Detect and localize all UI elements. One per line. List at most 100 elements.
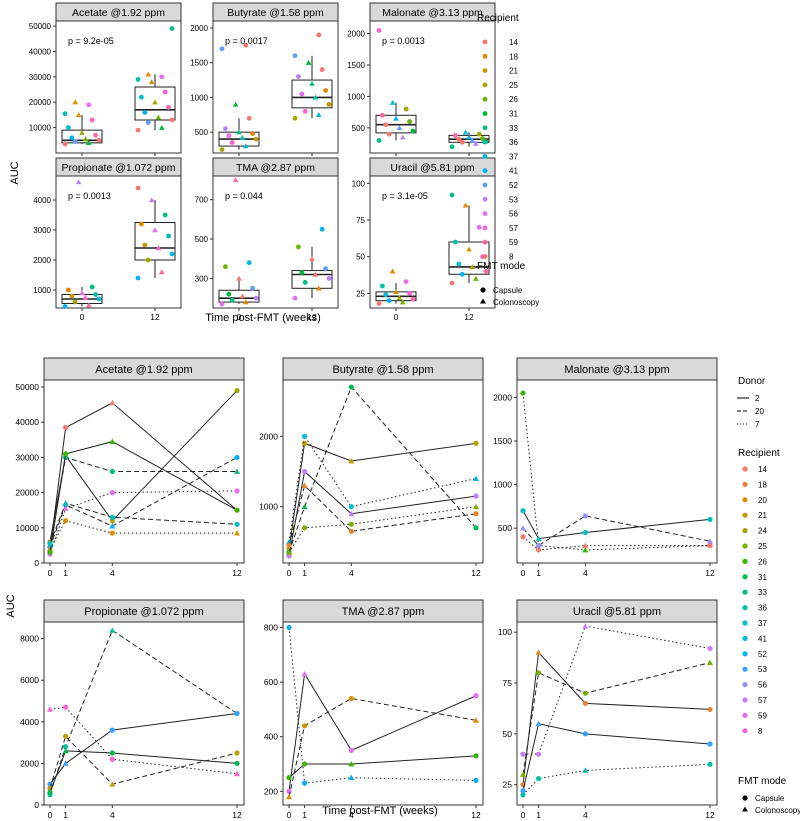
legend-label: 18 [509,52,518,61]
data-point [582,546,589,553]
data-point [348,384,354,390]
legend-swatch [742,712,748,719]
x-tick-label: 0 [287,810,292,820]
data-point [86,102,92,108]
p-value-annotation: p = 0.0013 [382,36,425,46]
legend-swatch [742,620,748,626]
y-tick-label: 50000 [29,22,52,31]
data-point [89,117,95,123]
data-point [286,788,292,794]
legend-label: 14 [758,465,767,474]
x-tick-label: 4 [583,568,588,578]
plot-frame [282,379,484,564]
x-tick-label: 0 [80,312,85,322]
data-point [62,141,68,147]
data-point [148,197,155,203]
line-panel: Butyrate @1.58 ppm 1000 2000 0 1 4 12 [259,357,484,578]
legend-label: 8 [509,253,514,262]
data-point [473,475,479,481]
data-point [226,291,232,297]
legend-label: 18 [758,480,767,489]
data-point [219,147,225,152]
series-line [522,763,711,796]
y-tick-label: 30000 [15,452,39,462]
legend-label: 26 [509,95,518,104]
legend-swatch [742,574,748,580]
x-tick-label: 1 [302,568,307,578]
data-point [155,114,162,120]
series-line [522,662,711,775]
data-point [389,99,396,105]
x-tick-label: 12 [471,568,481,578]
legend-swatch [742,558,748,565]
boxplot-panel: Uracil @5.81 ppm 25 50 75 100 0 12 p = 3.1e-05 [352,157,496,322]
data-point [62,111,68,117]
data-point [234,488,240,494]
data-point [234,387,240,394]
data-point [75,112,82,118]
data-point [473,140,479,146]
data-point [302,108,308,114]
data-point [449,280,455,286]
data-point [301,723,308,729]
data-point [86,140,92,146]
x-tick-label: 12 [150,312,160,322]
series-line [288,755,477,779]
data-point [292,115,298,121]
data-point [236,129,242,135]
data-point [250,131,256,136]
data-point [162,212,168,218]
panel-title: Acetate @1.92 ppm [95,364,192,376]
data-point [109,727,115,733]
data-point [166,104,172,110]
top-x-axis-label: Time post-FMT (weeks) [205,312,321,324]
data-point [407,290,412,296]
data-point [62,733,69,739]
data-point [232,177,239,183]
data-point [312,271,319,277]
data-point [234,710,240,717]
data-point [707,659,713,666]
colonoscopy-marker-icon [742,806,748,812]
legend-label: 33 [758,588,767,597]
data-point [535,535,542,541]
panel-title: Propionate @1.072 ppm [62,162,176,174]
boxplot-panel: Propionate @1.072 ppm 1000 2000 3000 4000 0 12… [33,157,182,322]
data-point [396,294,403,300]
legend-swatch [742,528,748,534]
legend-swatch [742,651,748,657]
legend-label: 53 [509,195,518,204]
box-body [134,222,176,261]
legend-label: 20 [758,496,767,505]
data-point [520,788,526,794]
data-point [476,131,482,137]
data-point [393,289,399,295]
panel-title: Uracil @5.81 ppm [390,162,474,174]
x-tick-label: 0 [48,568,53,578]
data-point [109,756,115,762]
data-point [301,433,308,439]
bottom-legend-mode-item: Colonoscopy [755,806,800,815]
data-point [82,294,89,300]
y-tick-label: 1500 [493,436,512,446]
data-point [135,185,141,191]
data-point [449,144,455,150]
data-point [462,129,469,135]
data-point [286,538,292,545]
bottom-x-axis-label: Time post-FMT (weeks) [322,805,438,817]
legend-label: 31 [509,110,518,119]
x-tick-label: 4 [110,810,115,820]
legend-swatch [482,139,488,145]
data-point [109,523,116,529]
data-point [243,299,249,305]
panel-title: Uracil @5.81 ppm [573,606,661,618]
data-point [535,547,542,553]
data-point [386,298,392,304]
data-point [47,541,53,547]
data-point [466,246,472,252]
y-tick-label: 40000 [29,47,52,56]
data-point [96,137,102,143]
data-point [109,468,115,475]
legend-swatch [742,635,748,642]
